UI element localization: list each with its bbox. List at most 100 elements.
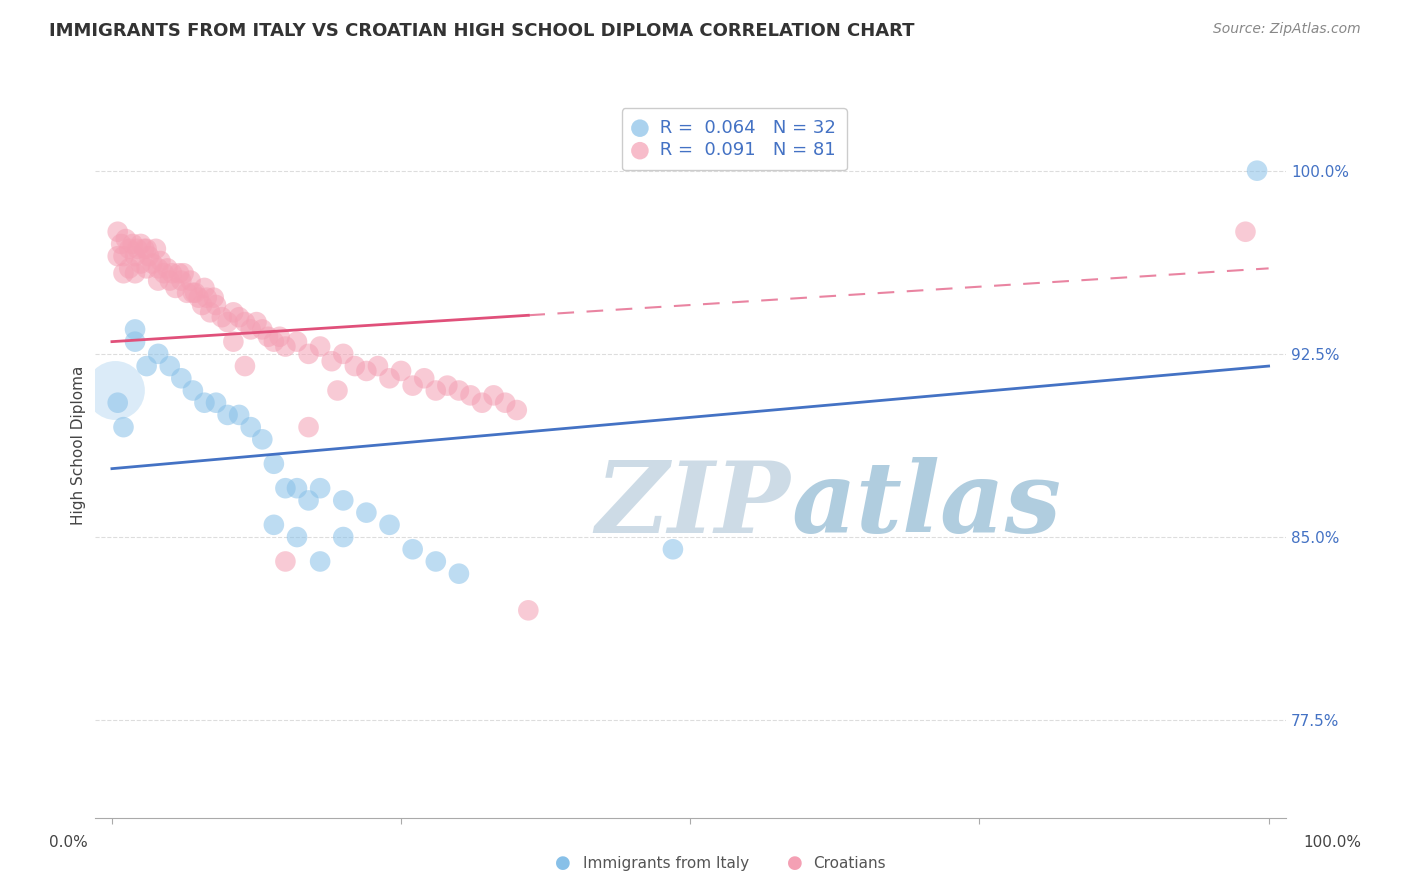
Point xyxy=(494,395,516,409)
Point xyxy=(160,266,183,280)
Point xyxy=(181,285,204,300)
Point xyxy=(517,603,540,617)
Text: Immigrants from Italy: Immigrants from Italy xyxy=(583,856,749,871)
Point xyxy=(193,395,215,409)
Point xyxy=(112,249,135,263)
Point xyxy=(356,364,378,378)
Point xyxy=(148,274,170,288)
Point xyxy=(184,285,207,300)
Point xyxy=(222,305,245,319)
Point xyxy=(129,236,152,251)
Point xyxy=(239,420,262,434)
Legend:  R =  0.064   N = 32,  R =  0.091   N = 81: R = 0.064 N = 32, R = 0.091 N = 81 xyxy=(621,108,846,170)
Text: atlas: atlas xyxy=(792,457,1062,553)
Point xyxy=(135,261,157,276)
Point xyxy=(285,530,308,544)
Point xyxy=(104,384,127,398)
Text: 100.0%: 100.0% xyxy=(1303,836,1361,850)
Point xyxy=(124,334,146,349)
Point xyxy=(252,322,274,336)
Point xyxy=(159,274,181,288)
Point xyxy=(159,359,181,373)
Point xyxy=(425,554,447,568)
Point xyxy=(274,554,297,568)
Point xyxy=(436,378,458,392)
Point xyxy=(321,354,343,368)
Point xyxy=(413,371,436,385)
Point xyxy=(274,339,297,353)
Point xyxy=(124,249,146,263)
Text: 0.0%: 0.0% xyxy=(49,836,89,850)
Point xyxy=(145,242,167,256)
Point xyxy=(425,384,447,398)
Point xyxy=(239,322,262,336)
Point xyxy=(297,493,319,508)
Point xyxy=(129,256,152,270)
Point xyxy=(389,364,412,378)
Point xyxy=(191,298,214,312)
Point xyxy=(506,403,529,417)
Point xyxy=(1234,225,1257,239)
Point xyxy=(367,359,389,373)
Point xyxy=(148,347,170,361)
Text: ●: ● xyxy=(554,855,571,872)
Text: ZIP: ZIP xyxy=(595,457,790,553)
Point xyxy=(274,481,297,495)
Point xyxy=(402,542,425,557)
Point xyxy=(233,359,256,373)
Point xyxy=(228,310,250,325)
Point xyxy=(141,256,163,270)
Point xyxy=(149,254,172,268)
Point xyxy=(263,334,285,349)
Point xyxy=(121,236,143,251)
Point xyxy=(263,457,285,471)
Point xyxy=(460,388,482,402)
Point xyxy=(118,261,141,276)
Point xyxy=(263,517,285,532)
Point xyxy=(202,291,225,305)
Point xyxy=(217,315,239,329)
Point xyxy=(228,408,250,422)
Text: Croatians: Croatians xyxy=(813,856,886,871)
Point xyxy=(138,249,160,263)
Point xyxy=(127,242,149,256)
Point xyxy=(156,261,179,276)
Point xyxy=(1246,163,1268,178)
Point xyxy=(471,395,494,409)
Point xyxy=(343,359,366,373)
Point xyxy=(309,554,332,568)
Point xyxy=(181,384,204,398)
Point xyxy=(134,242,156,256)
Point xyxy=(135,242,157,256)
Point xyxy=(297,420,319,434)
Point xyxy=(205,298,228,312)
Point xyxy=(332,493,354,508)
Y-axis label: High School Diploma: High School Diploma xyxy=(72,366,86,525)
Point xyxy=(200,305,222,319)
Point xyxy=(107,225,129,239)
Point xyxy=(245,315,267,329)
Point xyxy=(222,334,245,349)
Point xyxy=(180,274,202,288)
Point xyxy=(114,232,136,246)
Point xyxy=(187,291,209,305)
Text: Source: ZipAtlas.com: Source: ZipAtlas.com xyxy=(1213,22,1361,37)
Point xyxy=(326,384,349,398)
Point xyxy=(135,359,157,373)
Point xyxy=(285,334,308,349)
Point xyxy=(402,378,425,392)
Point xyxy=(112,420,135,434)
Point xyxy=(167,266,190,280)
Point xyxy=(332,530,354,544)
Point xyxy=(124,266,146,280)
Point xyxy=(165,281,187,295)
Point xyxy=(447,384,470,398)
Point xyxy=(107,395,129,409)
Point xyxy=(447,566,470,581)
Point xyxy=(356,506,378,520)
Point xyxy=(107,249,129,263)
Point xyxy=(269,330,291,344)
Point xyxy=(124,322,146,336)
Point xyxy=(309,481,332,495)
Point xyxy=(205,395,228,409)
